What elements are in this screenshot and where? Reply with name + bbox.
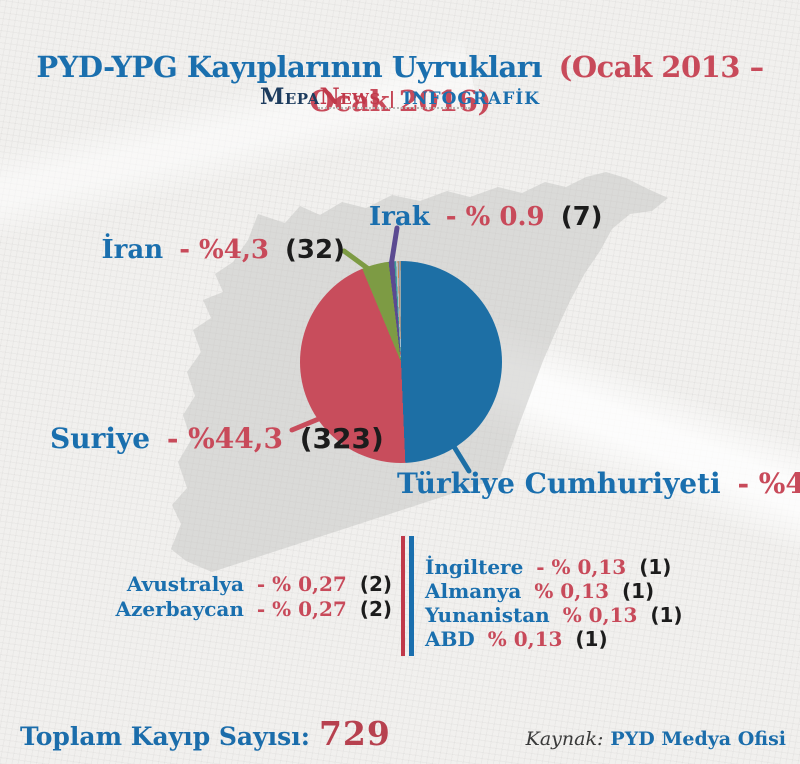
total-losses-label: Toplam Kayıp Sayısı: <box>20 722 310 751</box>
country-count: (1) <box>621 579 655 603</box>
country-pct: - % 0,27 <box>256 597 347 621</box>
callout-turkiye-pct: - %49.2 <box>737 467 800 500</box>
callout-iran: İran - %4,3 (32) <box>60 235 345 265</box>
source-label: Kaynak: <box>525 728 604 750</box>
list-item-abd: ABD % 0,13 (1) <box>425 627 683 651</box>
country-count: (1) <box>650 603 683 627</box>
list-item-avustralya: Avustralya - % 0,27 (2) <box>60 572 392 597</box>
callout-suriye-name: Suriye <box>50 422 151 455</box>
small-countries-left-list: Avustralya - % 0,27 (2) Azerbaycan - % 0… <box>60 572 392 622</box>
country-pct: - % 0,13 <box>536 555 627 579</box>
callout-turkiye-name: Türkiye Cumhuriyeti <box>397 467 721 500</box>
callout-iran-name: İran <box>101 235 164 265</box>
callout-irak-pct: - % 0.9 <box>445 202 545 232</box>
leader-line-turkiye <box>450 442 472 474</box>
country-name: ABD <box>425 627 475 651</box>
callout-suriye-count: (323) <box>299 422 384 455</box>
logo-separator: | <box>388 89 396 109</box>
logo-infografik: INFOGRAFİK <box>403 89 541 109</box>
country-name: Avustralya <box>126 572 244 596</box>
logo-news: News <box>319 84 381 110</box>
list-item-yunanistan: Yunanistan % 0,13 (1) <box>425 603 683 627</box>
divider-red-bar <box>401 536 405 656</box>
list-item-azerbaycan: Azerbaycan - % 0,27 (2) <box>60 597 392 622</box>
country-count: (2) <box>359 597 392 621</box>
leader-line-irak <box>388 225 400 269</box>
title-period: (Ocak 2013 – Ocak 2016) <box>309 50 764 118</box>
divider-blue-bar <box>409 536 414 656</box>
callout-irak-count: (7) <box>560 202 603 232</box>
logo-tagline-rule <box>318 107 470 109</box>
pie-chart <box>300 261 502 463</box>
small-countries-right-list: İngiltere - % 0,13 (1) Almanya % 0,13 (1… <box>425 555 683 651</box>
mepanews-logo: Mepa News | INFOGRAFİK <box>0 84 800 110</box>
country-count: (1) <box>575 627 608 651</box>
country-name: Almanya <box>425 579 522 603</box>
list-item-almanya: Almanya % 0,13 (1) <box>425 579 683 603</box>
callout-iran-count: (32) <box>285 235 345 265</box>
callout-irak-name: Irak <box>369 202 430 232</box>
logo-mepa: Mepa <box>259 84 320 110</box>
source-credit: Kaynak: PYD Medya Ofisi <box>526 728 786 750</box>
source-value: PYD Medya Ofisi <box>610 728 786 750</box>
country-name: Yunanistan <box>425 603 550 627</box>
country-pct: % 0,13 <box>562 603 638 627</box>
callout-suriye: Suriye - %44,3 (323) <box>50 422 384 455</box>
callout-irak: Irak - % 0.9 (7) <box>369 202 603 232</box>
total-losses-value: 729 <box>318 714 391 753</box>
callout-turkiye: Türkiye Cumhuriyeti - %49.2 (359) <box>397 467 800 500</box>
country-count: (1) <box>639 555 672 579</box>
country-pct: % 0,13 <box>534 579 610 603</box>
callout-iran-pct: - %4,3 <box>179 235 269 265</box>
page-title: PYD-YPG Kayıplarının Uyrukları (Ocak 201… <box>0 50 800 118</box>
title-main: PYD-YPG Kayıplarının Uyrukları <box>36 50 543 84</box>
country-name: Azerbaycan <box>115 597 244 621</box>
country-pct: - % 0,27 <box>256 572 347 596</box>
country-name: İngiltere <box>425 555 524 579</box>
callout-suriye-pct: - %44,3 <box>166 422 283 455</box>
country-pct: % 0,13 <box>487 627 563 651</box>
list-item-ingiltere: İngiltere - % 0,13 (1) <box>425 555 683 579</box>
country-count: (2) <box>359 572 392 596</box>
list-divider <box>401 536 414 656</box>
total-losses: Toplam Kayıp Sayısı: 729 <box>20 714 391 753</box>
